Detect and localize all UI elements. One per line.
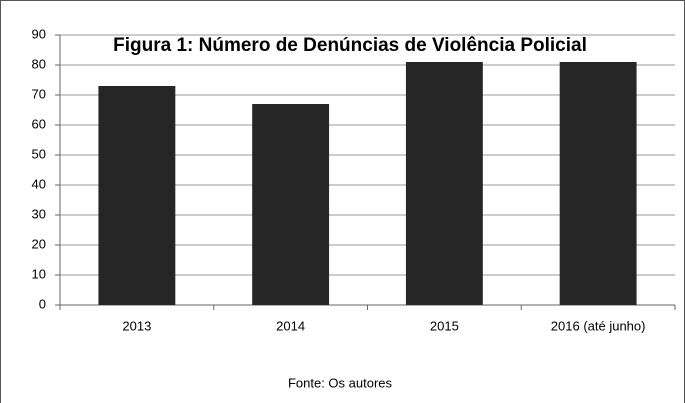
y-tick-label: 60 xyxy=(32,116,46,131)
bar xyxy=(559,62,637,305)
bar xyxy=(405,62,483,305)
y-tick-label: 90 xyxy=(32,26,46,41)
y-tick-label: 10 xyxy=(32,266,46,281)
x-tick-label: 2013 xyxy=(122,318,151,333)
y-tick-label: 40 xyxy=(32,176,46,191)
y-tick-label: 30 xyxy=(32,206,46,221)
bar xyxy=(252,104,330,305)
chart-title: Figura 1: Número de Denúncias de Violênc… xyxy=(113,35,587,56)
y-tick-label: 70 xyxy=(32,86,46,101)
source-note: Fonte: Os autores xyxy=(288,375,393,390)
bar xyxy=(98,86,176,305)
y-tick-label: 50 xyxy=(32,146,46,161)
y-tick-label: 0 xyxy=(39,296,46,311)
x-tick-label: 2014 xyxy=(276,318,305,333)
x-tick-label: 2015 xyxy=(430,318,459,333)
y-tick-label: 20 xyxy=(32,236,46,251)
x-tick-label: 2016 (até junho) xyxy=(551,318,646,333)
y-tick-label: 80 xyxy=(32,56,46,71)
